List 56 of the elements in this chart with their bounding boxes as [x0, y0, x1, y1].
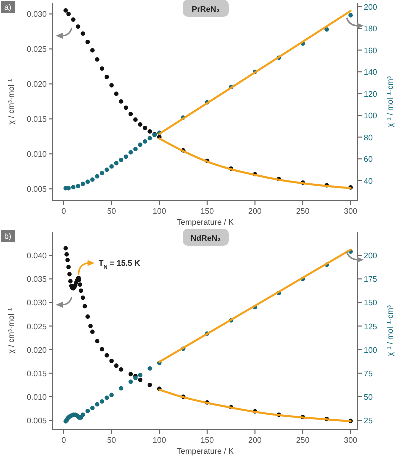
y2-tick-label: 100	[364, 112, 378, 121]
y2-axis-title: χ⁻¹ / mol⁻¹·cm³	[386, 76, 395, 128]
y-tick-label: 0.030	[26, 298, 48, 308]
y2-tick-label: 60	[364, 155, 374, 164]
y2-tick-label: 50	[364, 393, 374, 402]
y-tick-label: 0.015	[26, 369, 48, 378]
x-tick-label: 0	[62, 436, 67, 445]
y2-tick-label: 200	[364, 2, 378, 12]
y-tick-label: 0.035	[26, 275, 48, 284]
y-tick-label: 0.025	[26, 45, 48, 54]
y-tick-label: 0.015	[26, 115, 48, 124]
chart-title: PrReN₂	[192, 5, 220, 14]
x-tick-label: 50	[107, 207, 117, 216]
x-tick-label: 300	[344, 436, 358, 445]
x-tick-label: 200	[248, 207, 262, 216]
annotation: T$_{N}$ = 15.5 K	[98, 259, 141, 272]
x-tick-label: 150	[200, 436, 215, 445]
y-tick-label: 0.025	[26, 322, 48, 332]
text: a)	[4, 3, 12, 12]
x-axis-title: Temperature / K	[177, 218, 235, 227]
y-tick-label: 0.040	[26, 252, 48, 261]
x-tick-label: 100	[152, 207, 167, 216]
y2-tick-label: 180	[364, 24, 378, 34]
y2-tick-label: 40	[364, 176, 374, 186]
text: b)	[4, 232, 12, 241]
x-tick-label: 300	[344, 207, 358, 216]
y-tick-label: 0.030	[26, 10, 48, 20]
y2-tick-label: 120	[364, 90, 378, 99]
y2-tick-label: 75	[364, 369, 374, 378]
y-tick-label: 0.020	[26, 346, 48, 355]
x-tick-label: 200	[248, 436, 262, 445]
y2-tick-label: 200	[364, 252, 378, 261]
y2-tick-label: 175	[364, 275, 378, 284]
y2-tick-label: 140	[364, 68, 378, 78]
x-axis-title: Temperature / K	[177, 447, 235, 456]
y2-tick-label: 125	[364, 322, 378, 332]
y-tick-label: 0.005	[26, 416, 48, 426]
x-tick-label: 50	[107, 436, 117, 445]
y-tick-label: 0.020	[26, 80, 48, 90]
y2-axis-title: χ⁻¹ / mol⁻¹·cm³	[386, 305, 395, 357]
y2-tick-label: 25	[364, 416, 374, 426]
x-tick-label: 150	[200, 207, 215, 216]
chart-title: NdReN₂	[190, 234, 222, 243]
y2-tick-label: 160	[364, 46, 378, 56]
x-tick-label: 0	[62, 207, 67, 216]
y-tick-label: 0.010	[26, 150, 48, 160]
y-axis-title: χ / cm³·mol⁻¹	[7, 308, 16, 354]
y-tick-label: 0.005	[26, 185, 48, 194]
x-tick-label: 100	[152, 436, 167, 445]
y-axis-title: χ / cm³·mol⁻¹	[7, 78, 16, 125]
x-tick-label: 250	[296, 436, 310, 445]
x-tick-label: 250	[296, 207, 310, 216]
y2-tick-label: 150	[364, 298, 378, 308]
y-tick-label: 0.010	[26, 393, 48, 402]
y2-tick-label: 100	[364, 346, 378, 355]
y2-tick-label: 80	[364, 133, 374, 142]
